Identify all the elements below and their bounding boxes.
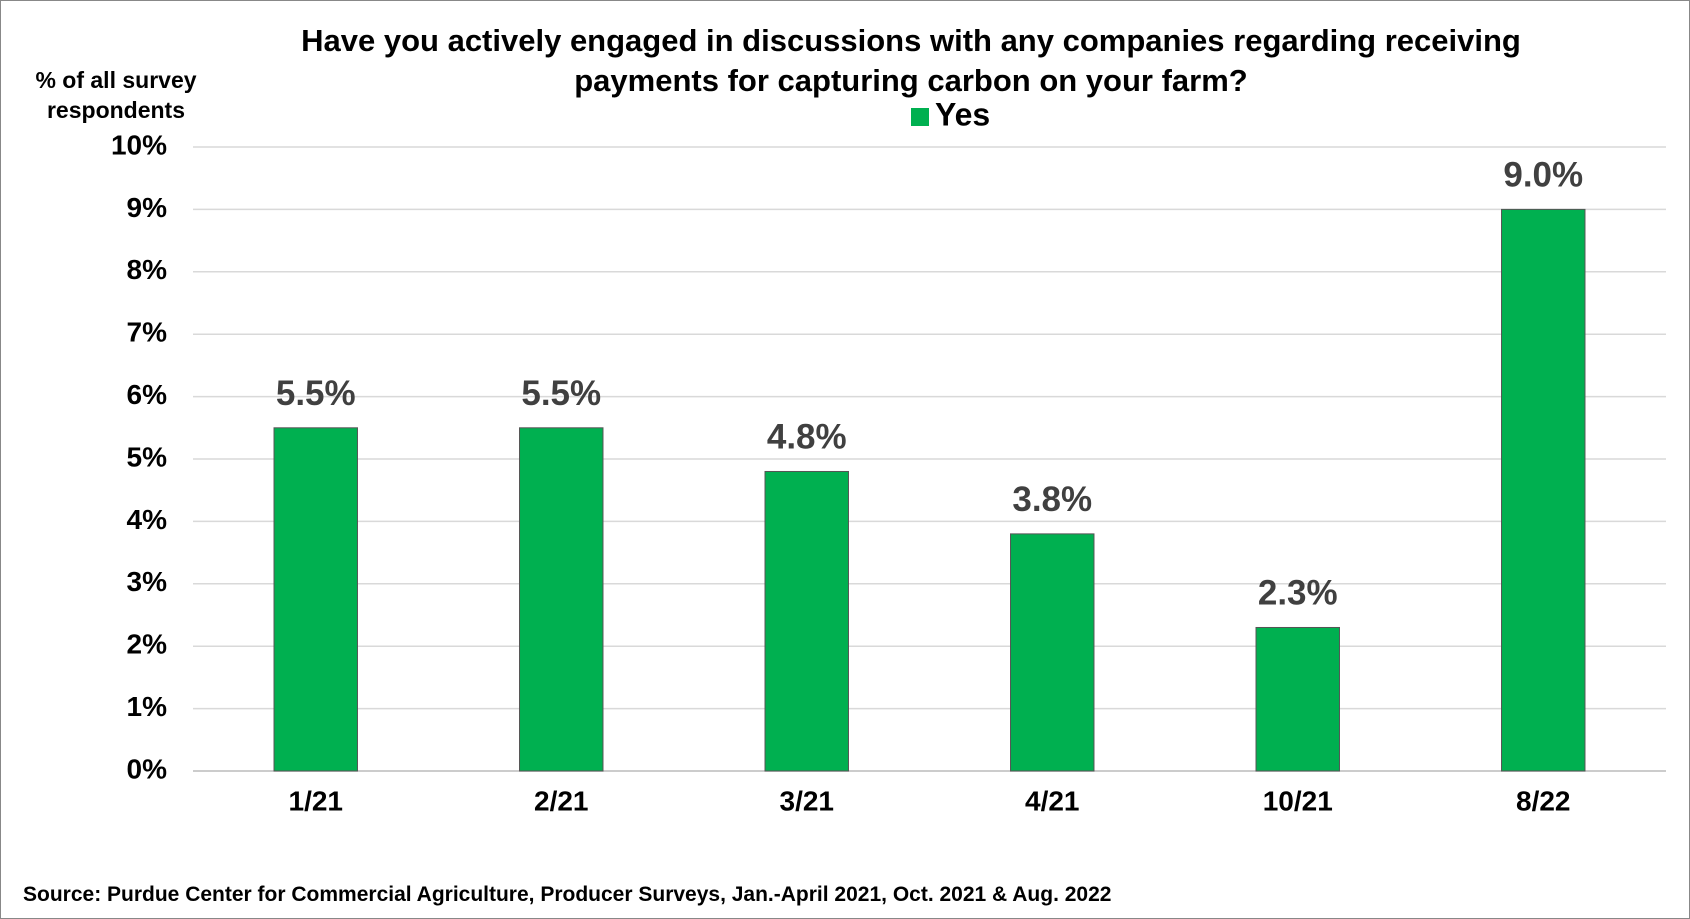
bar: [1010, 533, 1095, 772]
bar: [1501, 208, 1586, 772]
y-tick-label: 0%: [127, 753, 168, 784]
data-label: 3.8%: [1012, 480, 1092, 519]
data-label: 5.5%: [276, 374, 356, 413]
data-label: 2.3%: [1258, 574, 1338, 613]
y-tick-label: 6%: [127, 379, 168, 410]
data-label: 4.8%: [767, 418, 847, 457]
bar: [273, 427, 358, 772]
y-tick-label: 10%: [111, 129, 167, 160]
x-tick-label: 10/21: [1263, 785, 1333, 816]
y-tick-label: 5%: [127, 441, 168, 472]
x-tick-label: 2/21: [534, 785, 589, 816]
y-tick-label: 2%: [127, 629, 168, 660]
y-tick-label: 7%: [127, 317, 168, 348]
legend-swatch: [911, 108, 929, 126]
bar: [519, 427, 604, 772]
x-tick-label: 1/21: [289, 785, 344, 816]
y-tick-label: 8%: [127, 254, 168, 285]
legend-label: Yes: [935, 96, 990, 132]
y-axis-label: % of all survey respondents: [35, 67, 197, 123]
y-tick-label: 4%: [127, 504, 168, 535]
y-tick-label: 1%: [127, 691, 168, 722]
x-tick-label: 4/21: [1025, 785, 1080, 816]
data-label: 5.5%: [521, 374, 601, 413]
x-tick-label: 3/21: [780, 785, 835, 816]
x-tick-label: 8/22: [1516, 785, 1571, 816]
bar: [1255, 626, 1340, 772]
source-note: Source: Purdue Center for Commercial Agr…: [23, 883, 1112, 906]
bar: [764, 470, 849, 772]
data-label: 9.0%: [1503, 156, 1583, 195]
y-tick-label: 3%: [127, 566, 168, 597]
y-tick-label: 9%: [127, 192, 168, 223]
chart-title: Have you actively engaged in discussions…: [301, 23, 1521, 98]
